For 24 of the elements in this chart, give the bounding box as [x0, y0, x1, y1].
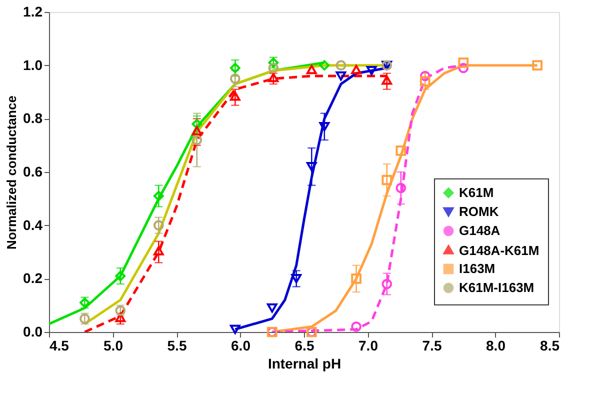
y-tick-label: 0.6: [23, 164, 43, 180]
legend-label: K61M: [459, 184, 494, 200]
y-tick-label: 1.2: [23, 4, 43, 20]
y-axis-title: Normalized conductance: [4, 96, 20, 250]
y-tick-label: 1.0: [23, 56, 43, 73]
legend-label: G148A: [459, 222, 501, 238]
x-tick-label: 6.0: [231, 338, 251, 354]
x-tick-label: 5.0: [104, 338, 124, 354]
x-tick-label: 7.0: [358, 338, 378, 354]
x-tick-label: 6.5: [294, 338, 314, 354]
x-axis-title: Internal pH: [268, 356, 342, 372]
y-tick-label: 0.8: [23, 110, 43, 126]
legend-label: I163M: [459, 260, 496, 276]
x-tick-label: 7.5: [422, 338, 442, 354]
x-tick-label: 8.0: [486, 338, 506, 354]
x-tick-label: 8.5: [540, 338, 560, 354]
y-tick-label: 0.0: [23, 324, 43, 340]
legend-label: ROMK: [459, 204, 500, 219]
x-tick-label: 5.5: [167, 338, 187, 354]
y-tick-label: 0.2: [23, 270, 43, 286]
y-tick-label: 0.4: [23, 216, 43, 233]
x-tick-label: 4.5: [50, 338, 70, 354]
legend-label: G148A-K61M: [459, 242, 540, 258]
legend-label: K61M-I163M: [459, 280, 534, 295]
